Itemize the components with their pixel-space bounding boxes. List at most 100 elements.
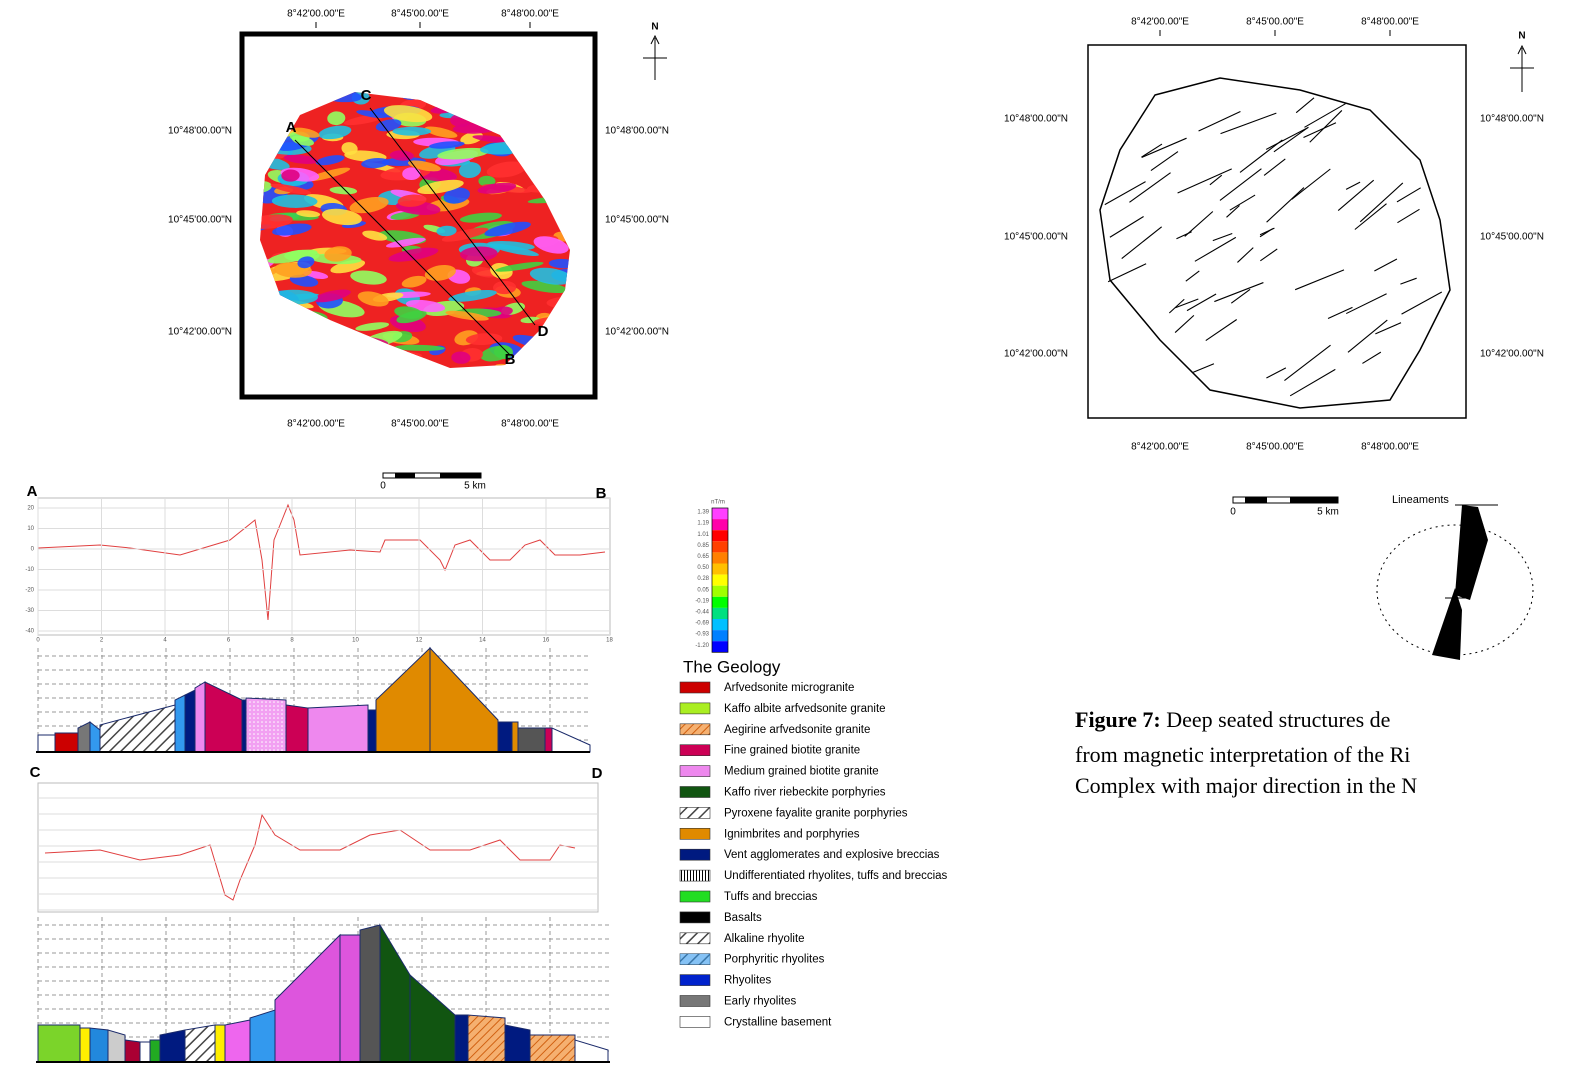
rock-unit (160, 1030, 185, 1062)
scale-label: 5 km (464, 481, 486, 492)
rock-unit (250, 1010, 275, 1062)
scale-bar (440, 473, 481, 478)
x-tick-label: 10 (352, 638, 359, 644)
legend-label: Alkaline rhyolite (724, 933, 805, 945)
legend-swatch (680, 807, 710, 818)
colorbar-label: 1.01 (697, 532, 709, 538)
rock-unit (90, 722, 100, 752)
rock-unit (545, 728, 552, 752)
rock-unit (455, 1015, 468, 1062)
color-step (712, 541, 728, 552)
rock-unit (498, 722, 512, 752)
color-step (712, 630, 728, 641)
rose-wedge (1455, 505, 1488, 600)
caption: Figure 7: Deep seated structures de (1075, 707, 1390, 732)
legend-label: Porphyritic rhyolites (724, 954, 825, 966)
anomaly (392, 127, 431, 136)
legend-swatch (680, 787, 710, 798)
lon-label: 8°48'00.00"E (501, 9, 559, 20)
legend-swatch (680, 891, 710, 902)
scale-label: 0 (380, 481, 386, 492)
legend-label: Rhyolites (724, 975, 772, 987)
legend-title: The Geology (683, 657, 781, 676)
rose-label: Lineaments (1392, 494, 1449, 506)
rock-unit (185, 1025, 215, 1062)
rock-unit (430, 648, 498, 752)
rock-unit (376, 648, 430, 752)
colorbar-label: 0.05 (697, 587, 709, 593)
rock-unit (410, 975, 455, 1062)
legend-swatch (680, 766, 710, 777)
map-frame (1088, 45, 1466, 418)
rock-unit (185, 690, 195, 752)
color-step (712, 519, 728, 530)
profile-label: A (286, 119, 297, 136)
rock-unit (275, 935, 340, 1062)
legend-swatch (680, 912, 710, 923)
color-step (712, 575, 728, 586)
rock-unit (518, 728, 545, 752)
profile-end: B (596, 485, 607, 502)
lat-label: 10°48'00.00"N (1004, 114, 1068, 125)
rock-unit (340, 935, 360, 1062)
color-step (712, 619, 728, 630)
y-tick-label: -10 (25, 567, 34, 573)
legend: The GeologyArfvedsonite micrograniteKaff… (680, 657, 948, 1028)
rock-unit (78, 722, 90, 752)
legend-swatch (680, 828, 710, 839)
north-arrow (1510, 46, 1534, 92)
lon-label: 8°42'00.00"E (1131, 442, 1189, 453)
caption-label: Figure 7: (1075, 707, 1161, 732)
profile-end: D (592, 765, 603, 782)
x-tick-label: 2 (100, 638, 104, 644)
scale-bar (1290, 497, 1338, 503)
lat-label: 10°48'00.00"N (605, 126, 669, 137)
x-tick-label: 4 (163, 638, 167, 644)
legend-label: Vent agglomerates and explosive breccias (724, 849, 940, 861)
y-tick-label: 10 (27, 526, 34, 532)
lat-label: 10°42'00.00"N (1480, 349, 1544, 360)
north-arrow (643, 36, 667, 80)
colorbar: nT/m1.391.191.010.850.650.500.280.05-0.1… (695, 500, 728, 653)
caption-line: Complex with major direction in the N (1075, 773, 1417, 798)
rock-unit (242, 700, 246, 752)
legend-swatch (680, 1016, 710, 1027)
figure: nT/m1.391.191.010.850.650.500.280.05-0.1… (0, 0, 1572, 1070)
north-label: N (1518, 31, 1525, 42)
legend-label: Medium grained biotite granite (724, 766, 879, 778)
colorbar-label: 0.85 (697, 543, 709, 549)
profile-label: B (505, 351, 516, 368)
rock-unit (195, 682, 205, 752)
color-step (712, 530, 728, 541)
color-step (712, 564, 728, 575)
caption-line: Deep seated structures de (1166, 707, 1390, 732)
x-tick-label: 0 (36, 638, 40, 644)
lon-label: 8°45'00.00"E (391, 9, 449, 20)
color-step (712, 508, 728, 519)
colorbar-label: 0.28 (697, 576, 709, 582)
legend-label: Undifferentiated rhyolites, tuffs and br… (724, 870, 948, 882)
color-step (712, 608, 728, 619)
legend-label: Kaffo river riebeckite porphyries (724, 787, 886, 799)
colorbar-label: 0.65 (697, 554, 709, 560)
colorbar-label: -0.19 (695, 598, 709, 604)
lon-label: 8°45'00.00"E (1246, 17, 1304, 28)
colorbar-label: 1.39 (697, 510, 709, 516)
rock-unit (175, 695, 185, 752)
rock-unit (38, 735, 55, 752)
caption-line: from magnetic interpretation of the Ri (1075, 742, 1410, 767)
rock-unit (308, 705, 368, 752)
y-tick-label: -20 (25, 588, 34, 594)
rock-unit (80, 1028, 90, 1062)
rock-unit (215, 1025, 225, 1062)
lon-label: 8°42'00.00"E (287, 9, 345, 20)
lat-label: 10°45'00.00"N (1004, 232, 1068, 243)
x-tick-label: 12 (416, 638, 423, 644)
geology-section (36, 917, 610, 1062)
lon-label: 8°42'00.00"E (287, 419, 345, 430)
rock-unit (205, 682, 242, 752)
legend-label: Basalts (724, 912, 762, 924)
color-step (712, 552, 728, 563)
legend-swatch (680, 933, 710, 944)
color-step (712, 586, 728, 597)
